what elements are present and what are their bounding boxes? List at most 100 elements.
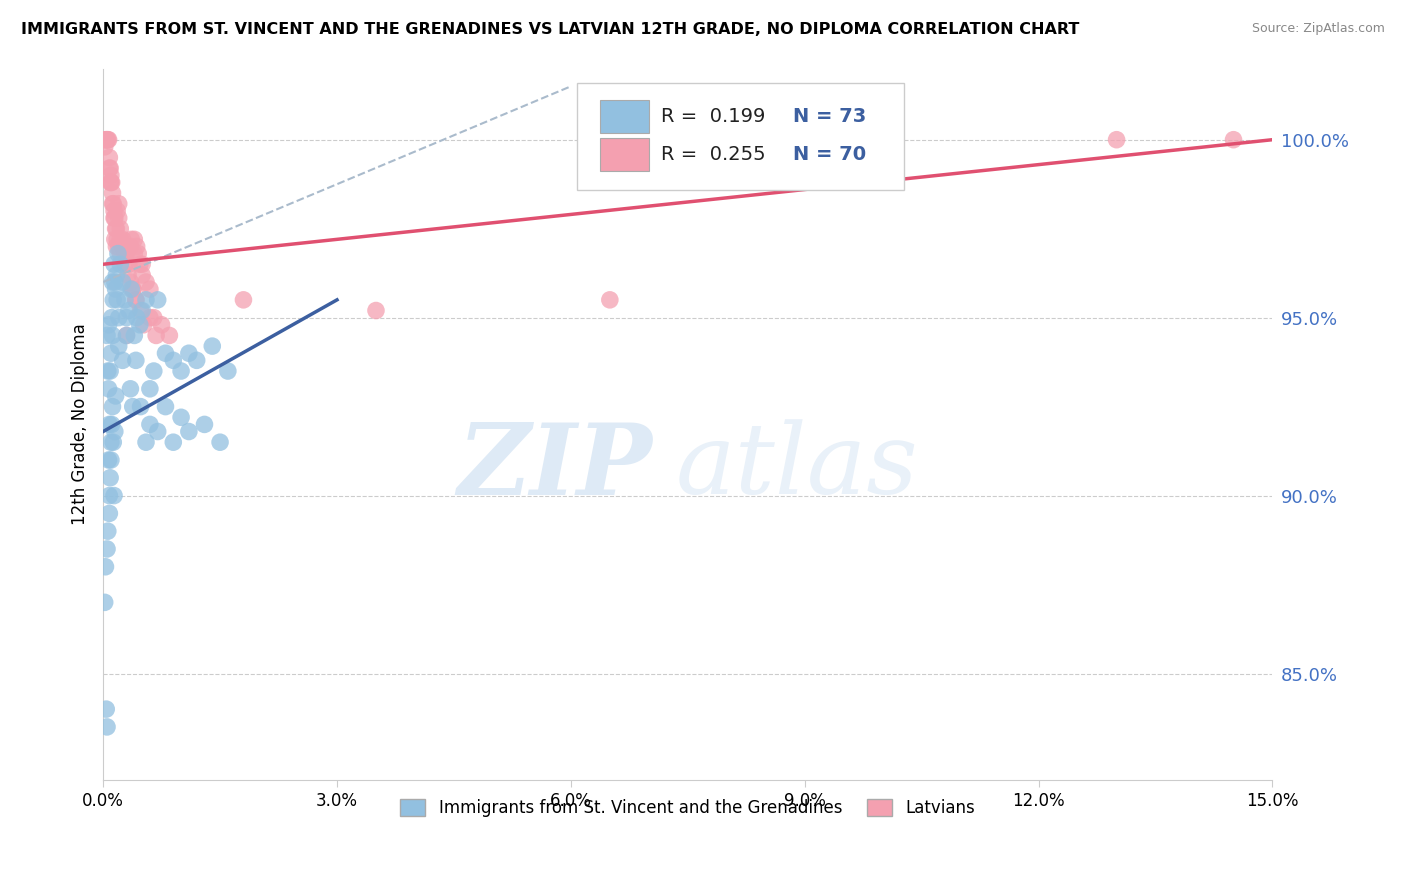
Point — [100, 435, 122, 450]
Point — [157, 328, 180, 343]
FancyBboxPatch shape — [600, 100, 650, 133]
Point — [101, 328, 124, 343]
Point — [107, 339, 129, 353]
Point — [103, 435, 125, 450]
Point — [135, 275, 157, 289]
Point — [129, 303, 152, 318]
Point — [104, 389, 127, 403]
Point — [97, 382, 120, 396]
Point — [107, 211, 129, 225]
Point — [96, 720, 118, 734]
Point — [97, 364, 120, 378]
Point — [145, 328, 167, 343]
Point — [114, 246, 136, 260]
Point — [105, 203, 128, 218]
Point — [129, 400, 152, 414]
Point — [121, 282, 143, 296]
Point — [111, 232, 134, 246]
Point — [115, 328, 138, 343]
Point — [217, 364, 239, 378]
Point — [104, 211, 127, 225]
Point — [110, 257, 132, 271]
Point — [125, 310, 148, 325]
Point — [124, 232, 146, 246]
Point — [146, 425, 169, 439]
Point — [162, 435, 184, 450]
Point — [100, 417, 122, 432]
Point — [209, 435, 232, 450]
Point — [1105, 133, 1128, 147]
Point — [100, 175, 122, 189]
Text: ZIP: ZIP — [458, 419, 652, 516]
Point — [111, 353, 134, 368]
Point — [120, 282, 142, 296]
Point — [114, 239, 136, 253]
Point — [232, 293, 254, 307]
FancyBboxPatch shape — [576, 83, 904, 189]
Point — [170, 364, 193, 378]
Point — [115, 328, 138, 343]
Point — [111, 275, 134, 289]
Point — [186, 353, 208, 368]
Text: atlas: atlas — [676, 419, 920, 515]
Point — [150, 318, 173, 332]
Point — [599, 293, 621, 307]
Point — [101, 400, 124, 414]
Point — [100, 346, 122, 360]
Point — [96, 133, 118, 147]
Point — [104, 232, 127, 246]
Point — [115, 310, 138, 325]
Text: Source: ZipAtlas.com: Source: ZipAtlas.com — [1251, 22, 1385, 36]
Point — [98, 175, 121, 189]
Point — [132, 318, 155, 332]
Point — [105, 232, 128, 246]
Point — [162, 353, 184, 368]
Text: IMMIGRANTS FROM ST. VINCENT AND THE GRENADINES VS LATVIAN 12TH GRADE, NO DIPLOMA: IMMIGRANTS FROM ST. VINCENT AND THE GREN… — [21, 22, 1080, 37]
Point — [117, 268, 139, 282]
Point — [96, 328, 118, 343]
Point — [93, 140, 115, 154]
Point — [110, 232, 132, 246]
Point — [98, 151, 121, 165]
Point — [97, 133, 120, 147]
Point — [111, 239, 134, 253]
Point — [100, 175, 122, 189]
Point — [100, 169, 122, 183]
Point — [101, 186, 124, 200]
Point — [103, 489, 125, 503]
Point — [120, 382, 142, 396]
Point — [177, 425, 200, 439]
Point — [105, 239, 128, 253]
Point — [124, 328, 146, 343]
Point — [125, 239, 148, 253]
Y-axis label: 12th Grade, No Diploma: 12th Grade, No Diploma — [72, 324, 89, 525]
Point — [127, 246, 149, 260]
Point — [98, 489, 121, 503]
Point — [131, 303, 153, 318]
Point — [201, 339, 224, 353]
Point — [124, 246, 146, 260]
Point — [98, 161, 121, 176]
FancyBboxPatch shape — [600, 138, 650, 171]
Point — [177, 346, 200, 360]
Point — [103, 203, 125, 218]
Point — [125, 293, 148, 307]
Point — [103, 196, 125, 211]
Point — [107, 246, 129, 260]
Point — [98, 161, 121, 176]
Point — [110, 221, 132, 235]
Point — [139, 282, 162, 296]
Point — [139, 310, 162, 325]
Point — [193, 417, 215, 432]
Point — [146, 293, 169, 307]
Point — [121, 400, 143, 414]
Legend: Immigrants from St. Vincent and the Grenadines, Latvians: Immigrants from St. Vincent and the Gren… — [392, 790, 984, 825]
Point — [96, 133, 118, 147]
Point — [96, 702, 118, 716]
Point — [115, 246, 138, 260]
Point — [118, 257, 141, 271]
Point — [128, 257, 150, 271]
Point — [107, 310, 129, 325]
Point — [98, 417, 121, 432]
Point — [107, 196, 129, 211]
